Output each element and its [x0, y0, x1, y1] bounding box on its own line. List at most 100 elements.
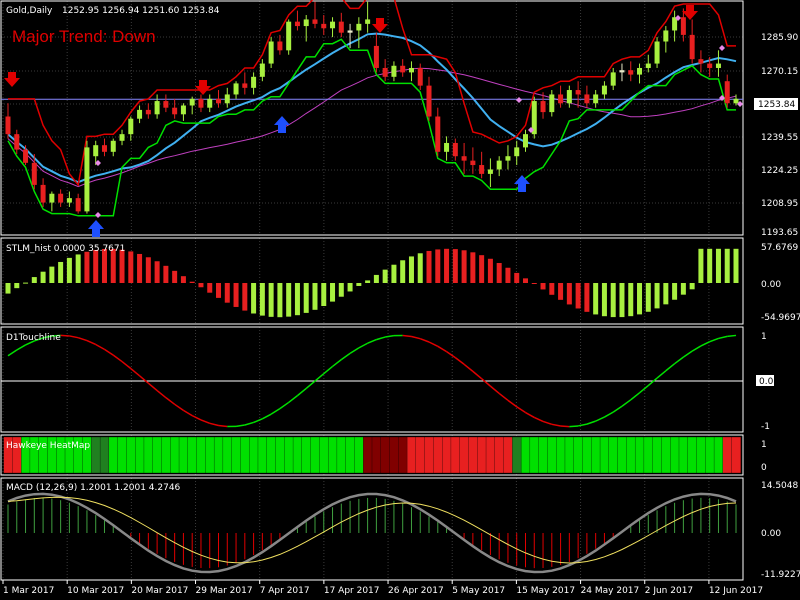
candle-body: [382, 67, 388, 77]
candle-body: [680, 17, 686, 35]
candle-body: [733, 98, 739, 104]
touchline-segment: [709, 337, 719, 343]
heatmap-cell: [494, 436, 505, 474]
candle-body: [672, 17, 678, 31]
stlm-bar: [303, 283, 309, 313]
candle-body: [145, 109, 151, 115]
stlm-bar: [338, 283, 344, 297]
touchline-segment: [25, 340, 35, 346]
candle-body: [259, 63, 265, 77]
touchline-segment: [121, 360, 132, 370]
candle-body: [233, 83, 239, 95]
stlm-bar: [654, 283, 660, 309]
touchline-segment: [376, 336, 386, 341]
stlm-bar: [365, 280, 371, 283]
stlm-bar: [663, 283, 669, 305]
candle-body: [198, 98, 204, 108]
candle-body: [426, 85, 432, 117]
touchline-segment: [51, 334, 61, 337]
candle-body: [698, 59, 704, 64]
buy-arrow-icon: [88, 220, 104, 237]
heatmap-cell: [231, 436, 242, 474]
heatmap-cell: [705, 436, 715, 474]
stlm-bar: [49, 266, 55, 283]
macd-panel[interactable]: MACD (12,26,9) 1.2001 1.2001 4.2746 14.5…: [0, 477, 800, 581]
touchline-segment: [411, 335, 421, 340]
heatmap-cell: [319, 436, 329, 474]
heatmap-cell: [415, 436, 426, 474]
heatmap-cell: [178, 436, 189, 474]
macd-histogram-and-lines: [7, 492, 737, 574]
touchline-panel[interactable]: D1Touchline 1 0.00 -1: [0, 326, 779, 433]
stlm-bar: [145, 257, 151, 283]
date-label: 5 May 2017: [452, 586, 505, 596]
candle-body: [137, 109, 143, 119]
candle-body: [444, 142, 450, 152]
major-trend-text: Major Trend: Down: [12, 27, 156, 46]
heatmap-cell: [442, 436, 452, 474]
sell-arrow-icon: [682, 5, 698, 20]
date-label: 15 May 2017: [516, 586, 575, 596]
heatmap-cell: [196, 436, 206, 474]
resistance-trend-line: [8, 0, 736, 187]
candle-body: [689, 34, 695, 60]
stlm-histogram-bars: [5, 248, 739, 318]
stlm-bar: [724, 248, 730, 283]
stlm-bar: [487, 258, 493, 283]
stlm-bar: [426, 250, 432, 283]
stlm-bar: [66, 257, 72, 283]
candle-body: [40, 184, 46, 203]
candle-body: [400, 65, 406, 73]
candle-body: [601, 85, 607, 95]
stlm-bar: [610, 283, 616, 318]
stlm-bar: [452, 249, 458, 283]
heatmap-cell: [345, 436, 356, 474]
stlm-bar: [40, 271, 46, 283]
date-label: 17 Apr 2017: [324, 586, 380, 596]
stlm-bar: [58, 261, 64, 283]
candle-body: [531, 101, 537, 135]
stlm-bar: [180, 276, 186, 283]
heatmap-cell: [161, 436, 171, 474]
stlm-bar: [84, 251, 90, 283]
candle-body: [110, 140, 116, 152]
touchline-segment: [437, 345, 447, 353]
candle-body: [435, 116, 441, 152]
stlm-bar: [259, 283, 265, 316]
heatmap-cell: [363, 436, 373, 474]
candle-body: [452, 142, 458, 157]
touchline-title: D1Touchline: [6, 333, 61, 343]
candle-body: [84, 147, 90, 212]
stlm-bar: [593, 283, 599, 315]
price-axis: 1285.90 1270.15 1239.55 1224.25 1208.95 1193.…: [754, 33, 798, 238]
stlm-bar: [575, 283, 581, 309]
macd-label-min: -11.9227: [761, 570, 800, 580]
heatmap-cell: [99, 436, 110, 474]
stlm-hist-panel[interactable]: STLM_hist 0.0000 35.7671 57.6769 0.00 -5…: [0, 237, 800, 325]
candle-body: [224, 94, 230, 104]
candle-body: [628, 70, 634, 75]
stlm-bar: [558, 283, 564, 300]
heatmap-panel[interactable]: Hawkeye HeatMap 1 0: [0, 434, 767, 476]
heatmap-cell: [485, 436, 496, 474]
candle-body: [610, 72, 616, 86]
stlm-bar: [128, 251, 134, 283]
touchline-segment: [727, 334, 737, 338]
signal-diamond-icon: [516, 97, 522, 103]
candle-body: [514, 147, 520, 157]
heatmap-cell: [661, 436, 671, 474]
main-price-panel[interactable]: Gold,Daily 1252.95 1256.94 1251.60 1253.…: [0, 0, 798, 238]
stlm-bar: [514, 272, 520, 283]
heatmap-label-zero: 0: [761, 463, 767, 473]
touchline-segment: [34, 337, 44, 342]
candle-body: [584, 94, 590, 104]
touchline-zero-marker: [756, 375, 774, 386]
touchline-segment: [612, 405, 623, 413]
stlm-bar: [242, 283, 248, 311]
heatmap-cell: [371, 436, 382, 474]
heatmap-cell: [468, 436, 478, 474]
sell-arrow-icon: [195, 80, 211, 95]
candle-body: [180, 105, 186, 115]
candle-body: [505, 156, 511, 161]
